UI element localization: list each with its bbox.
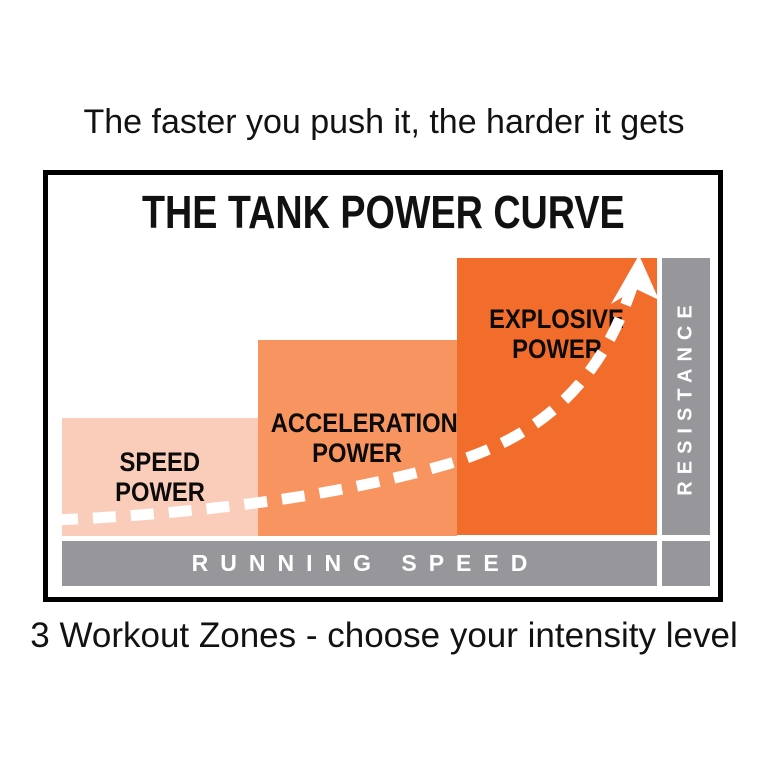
zone-label-line: ACCELERATION (270, 408, 458, 438)
zone-label-acceleration-power: ACCELERATION POWER (258, 408, 458, 468)
chart-title-text: THE TANK POWER CURVE (141, 186, 625, 238)
power-curve-panel: THE TANK POWER CURVE SPEED POWER ACCELER… (43, 170, 723, 602)
zone-bar-acceleration-power: ACCELERATION POWER (258, 340, 458, 536)
bottom-caption: 3 Workout Zones - choose your intensity … (30, 616, 738, 655)
zone-label-speed-power: SPEED POWER (62, 447, 258, 507)
zone-label-line: POWER (512, 334, 602, 364)
resistance-axis-bar: RESISTANCE (662, 258, 710, 535)
zone-label-line: SPEED (119, 447, 201, 477)
zone-label-line: EXPLOSIVE (489, 304, 625, 334)
axis-corner-block (662, 541, 710, 586)
chart-title: THE TANK POWER CURVE (48, 189, 718, 235)
zone-bar-explosive-power: EXPLOSIVE POWER (457, 258, 657, 535)
zone-label-line: POWER (312, 438, 403, 468)
running-speed-axis-bar: RUNNING SPEED (62, 541, 657, 586)
resistance-axis-label: RESISTANCE (674, 297, 697, 496)
zone-label-line: POWER (115, 477, 205, 507)
zone-label-explosive-power: EXPLOSIVE POWER (457, 304, 657, 364)
zone-bar-speed-power: SPEED POWER (62, 418, 258, 536)
running-speed-axis-label: RUNNING SPEED (191, 550, 540, 576)
top-caption: The faster you push it, the harder it ge… (83, 103, 685, 141)
